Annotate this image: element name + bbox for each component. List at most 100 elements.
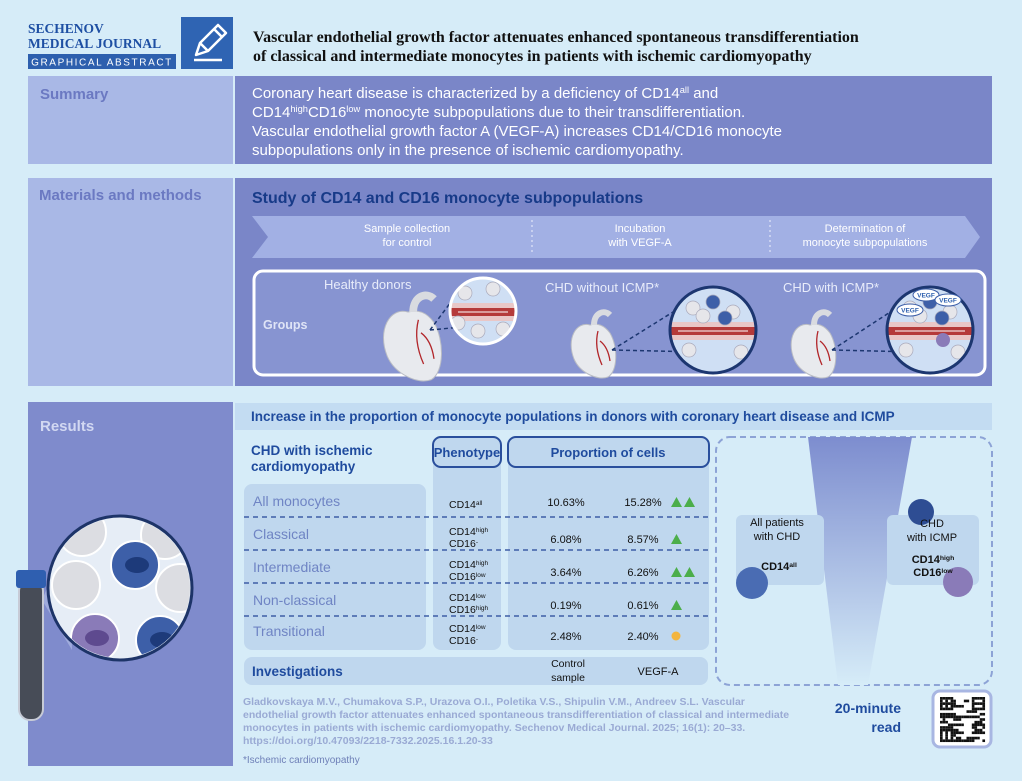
- qr-module: [982, 699, 986, 703]
- qr-module: [945, 699, 948, 703]
- superscript: all: [680, 85, 689, 95]
- qr-module: [942, 726, 946, 729]
- step-text: Determination of: [825, 223, 907, 235]
- text-run: monocyte subpopulations due to their tra…: [360, 104, 745, 121]
- vegf-value: 6.26%: [627, 567, 658, 579]
- qr-module: [945, 726, 948, 729]
- comparison-marker: CD14all: [761, 561, 797, 573]
- qr-module: [974, 697, 978, 700]
- qr-module: [940, 704, 943, 708]
- row-label-box: [244, 484, 426, 650]
- investigations-bar: [244, 657, 708, 685]
- qr-module: [940, 715, 943, 719]
- read-time: 20-minute: [835, 700, 901, 716]
- control-value: 6.08%: [550, 534, 581, 546]
- pointer: [429, 326, 457, 331]
- text-run: CD16: [449, 538, 476, 550]
- qr-module: [971, 697, 975, 700]
- qr-module: [940, 712, 943, 716]
- column-header: [507, 436, 710, 468]
- qr-module: [953, 734, 956, 737]
- vegf-badge: [934, 293, 962, 307]
- qr-module: [940, 739, 943, 743]
- badge: [28, 54, 176, 69]
- vegf-label: VEGF: [917, 293, 935, 300]
- row-name: Classical: [253, 526, 309, 542]
- qr-module: [979, 718, 983, 721]
- text-run: CD16: [449, 635, 476, 647]
- superscript: low: [476, 593, 486, 600]
- text-run: CD14: [449, 499, 476, 511]
- cell: [736, 567, 768, 599]
- cell: [470, 323, 486, 339]
- qr-module: [947, 712, 951, 716]
- qr-module: [982, 739, 986, 743]
- cell: [485, 281, 501, 297]
- qr-module: [945, 739, 948, 743]
- qr-module: [958, 715, 962, 719]
- superscript: high: [940, 555, 954, 562]
- qr-module: [977, 702, 980, 705]
- qr-module: [971, 739, 975, 743]
- qr-module: [963, 739, 967, 743]
- qr-module: [945, 720, 948, 724]
- qr-module: [947, 715, 951, 719]
- funnel: [808, 437, 912, 685]
- superscript: all: [476, 500, 483, 507]
- superscript: high: [476, 527, 489, 534]
- qr-module: [947, 723, 951, 727]
- step-text: for control: [383, 237, 432, 249]
- summary-text: CD14highCD16low monocyte subpopulations …: [252, 104, 745, 121]
- qr-module: [979, 731, 983, 735]
- journal-name: MEDICAL JOURNAL: [28, 36, 161, 51]
- text-run: Coronary heart disease is characterized …: [252, 85, 680, 102]
- heart: [790, 323, 837, 379]
- qr-module: [942, 702, 946, 705]
- row-name: Non-classical: [253, 592, 336, 608]
- group-label: Healthy donors: [324, 277, 412, 292]
- qr-module: [958, 739, 962, 743]
- qr-module: [961, 715, 964, 719]
- control-value: 0.19%: [550, 600, 581, 612]
- phenotype: CD16-: [449, 538, 478, 550]
- superscript: -: [476, 636, 478, 643]
- cell: [705, 294, 721, 310]
- cell: [457, 285, 473, 301]
- qr-module: [977, 736, 980, 740]
- qr-module: [977, 715, 980, 719]
- qr-module: [940, 736, 943, 740]
- qr-module: [979, 697, 983, 700]
- qr-module: [940, 726, 943, 729]
- qr-module: [950, 702, 954, 705]
- superscript: all: [789, 562, 797, 569]
- qr-module: [961, 704, 964, 708]
- qr-module: [982, 702, 986, 705]
- qr-module: [963, 715, 967, 719]
- vegf-label: VEGF: [939, 298, 957, 305]
- qr-module: [953, 699, 956, 703]
- qr-module: [955, 715, 959, 719]
- qr-module: [971, 704, 975, 708]
- qr-module: [955, 736, 959, 740]
- nucleus: [85, 630, 109, 646]
- magnifier-rim: [885, 285, 975, 375]
- qr-module: [947, 728, 951, 732]
- qr-module: [969, 710, 972, 713]
- superscript: high: [476, 605, 489, 612]
- cell: [943, 567, 973, 597]
- qr-module: [974, 736, 978, 740]
- qr-module: [953, 723, 956, 727]
- qr-module: [953, 718, 956, 721]
- text-run: CD16: [449, 571, 476, 583]
- qr-module: [955, 723, 959, 727]
- qr-module: [974, 726, 978, 729]
- qr-module: [955, 731, 959, 735]
- investigations-text: sample: [551, 672, 585, 684]
- qr-module: [966, 736, 970, 740]
- qr-module: [953, 704, 956, 708]
- qr-module: [945, 731, 948, 735]
- qr-module: [940, 699, 943, 703]
- qr-module: [940, 697, 943, 700]
